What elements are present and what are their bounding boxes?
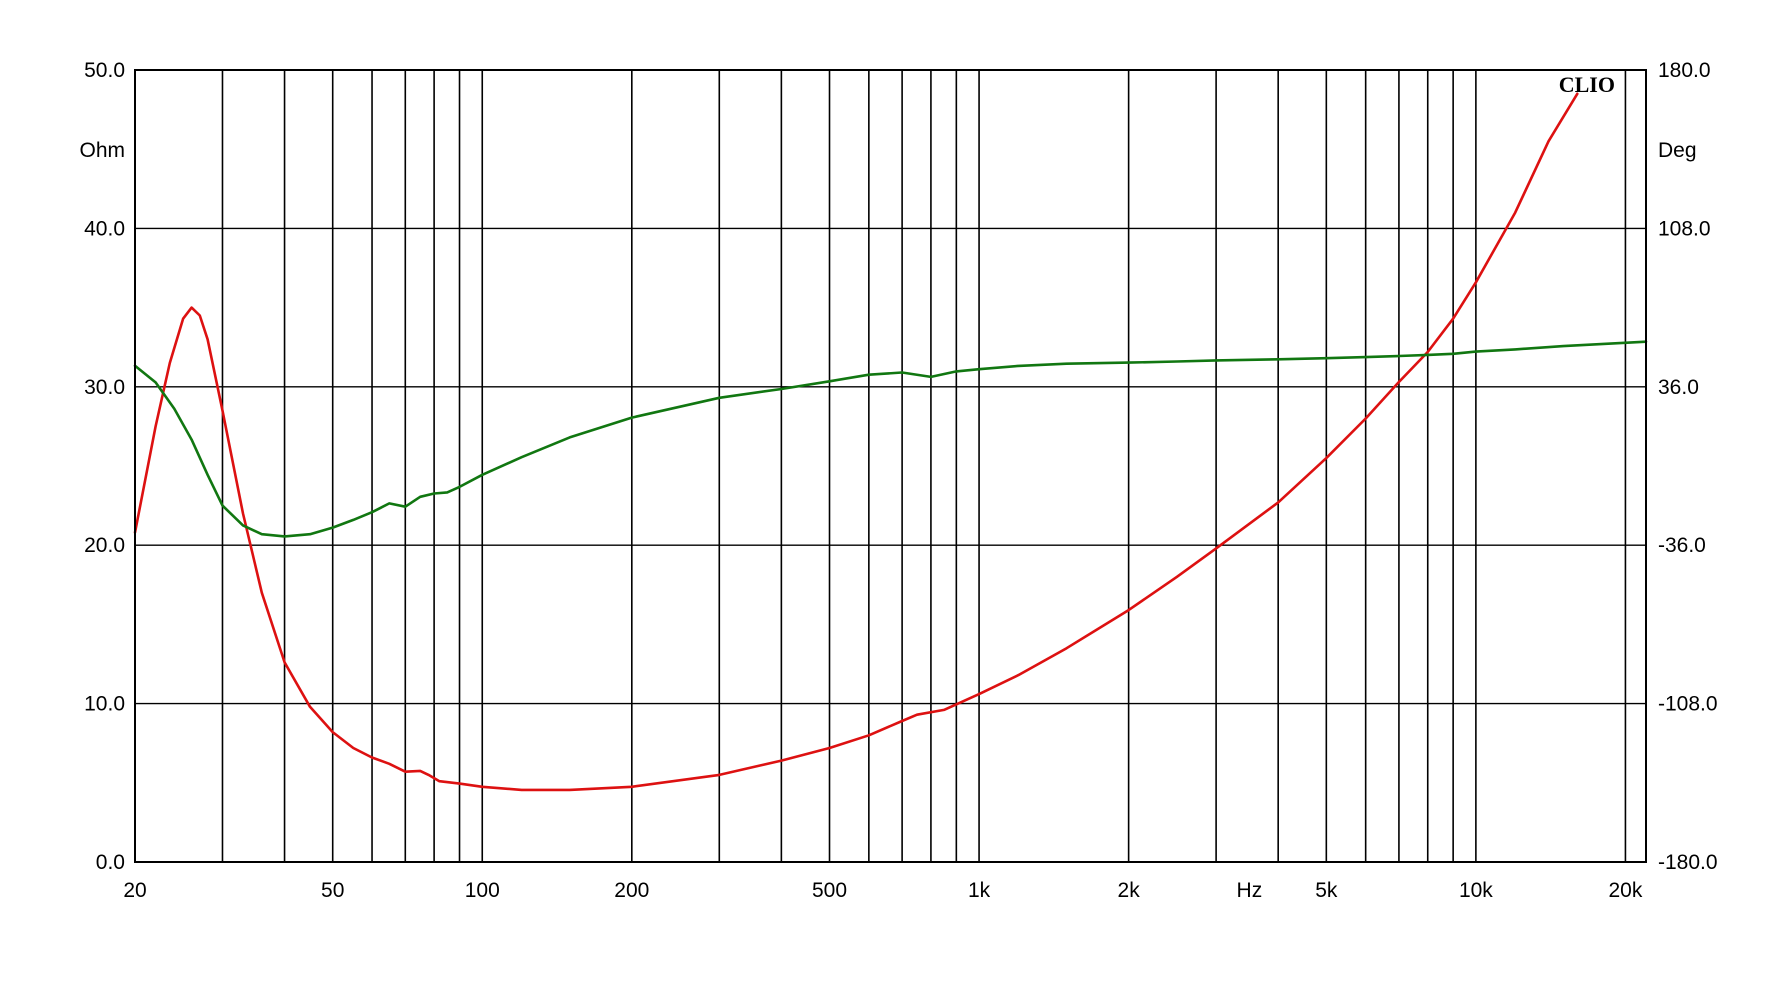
x-tick-label: 20 <box>123 879 146 902</box>
x-tick-label: 100 <box>465 879 500 902</box>
x-tick-label: 200 <box>614 879 649 902</box>
x-tick-label: 5k <box>1315 879 1338 902</box>
brand-label: CLIO <box>1559 72 1615 97</box>
y-left-unit-label: Ohm <box>79 139 125 162</box>
x-tick-label: 50 <box>321 879 344 902</box>
y-right-tick-label: 108.0 <box>1658 217 1711 240</box>
curves <box>133 92 1648 792</box>
y-right-tick-label: 36.0 <box>1658 376 1699 399</box>
grid <box>135 69 1646 863</box>
x-unit-label: Hz <box>1237 879 1263 902</box>
x-tick-label: 20k <box>1609 879 1643 902</box>
y-right-unit-label: Deg <box>1658 139 1697 162</box>
phase-curve <box>133 340 1648 538</box>
axis-labels: 0.0 -180.0 10.0 -108.0 20.0 -36.0 30.0 36.0 40.0… <box>84 59 1717 902</box>
y-right-tick-label: -108.0 <box>1658 693 1718 716</box>
x-tick-label: 10k <box>1459 879 1493 902</box>
y-left-tick-label: 20.0 <box>84 534 125 557</box>
y-left-tick-label: 30.0 <box>84 376 125 399</box>
impedance-curve <box>133 92 1579 792</box>
y-right-tick-label: -36.0 <box>1658 534 1706 557</box>
y-left-tick-label: 50.0 <box>84 59 125 82</box>
y-right-tick-label: 180.0 <box>1658 59 1711 82</box>
y-left-tick-label: 0.0 <box>96 851 125 874</box>
y-left-tick-label: 40.0 <box>84 217 125 240</box>
x-tick-label: 500 <box>812 879 847 902</box>
y-right-tick-label: -180.0 <box>1658 851 1718 874</box>
plot-frame <box>134 69 1647 863</box>
x-tick-label: 2k <box>1118 879 1141 902</box>
y-left-tick-label: 10.0 <box>84 693 125 716</box>
x-tick-label: 1k <box>968 879 991 902</box>
